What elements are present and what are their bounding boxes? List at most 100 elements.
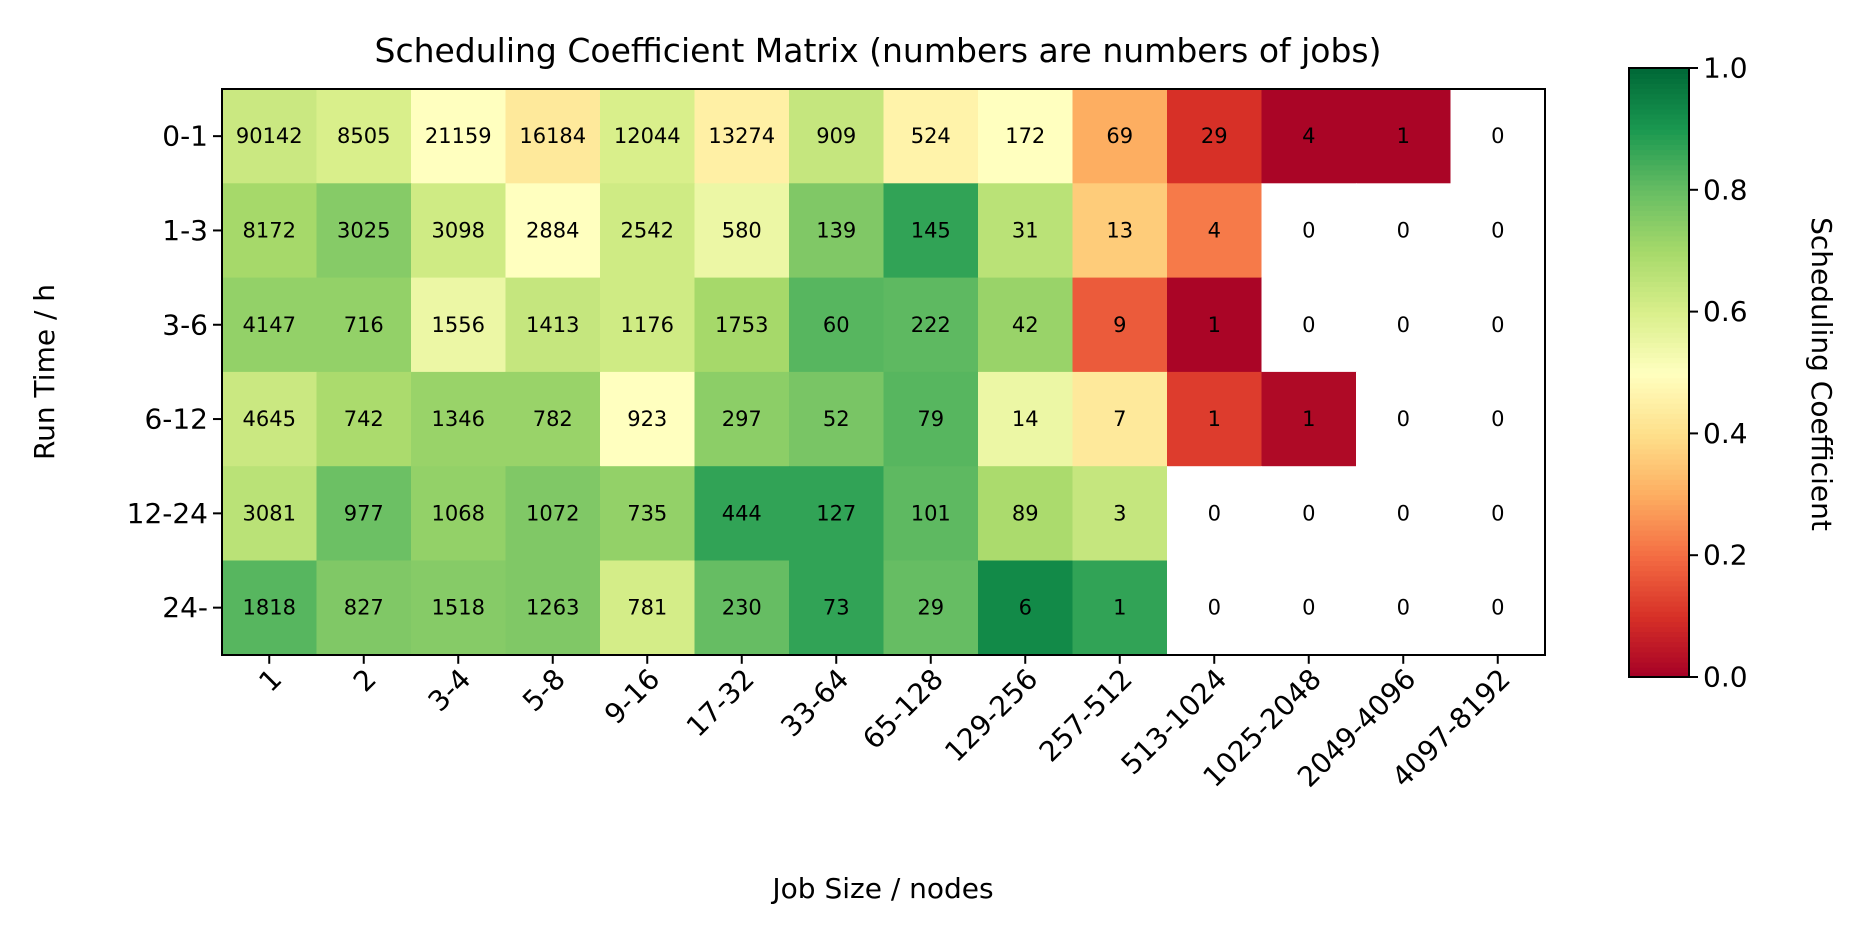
colorbar-segment: [1629, 68, 1689, 74]
heatmap-cell: [411, 277, 507, 373]
colorbar-segment: [1629, 205, 1689, 211]
colorbar-segment: [1629, 286, 1689, 293]
colorbar-segment: [1629, 590, 1689, 597]
heatmap-cell: [789, 371, 885, 467]
heatmap-cell: [1167, 371, 1263, 467]
heatmap-cell: [789, 466, 885, 562]
colorbar-segment: [1629, 448, 1689, 455]
cell-value-label: 12044: [614, 124, 681, 148]
colorbar-segment: [1629, 671, 1689, 678]
heatmap-cell: [316, 277, 412, 373]
cell-value-label: 9: [1113, 313, 1126, 337]
colorbar-segment: [1629, 494, 1689, 501]
heatmap-cell: [883, 560, 979, 656]
heatmap-cell: [1450, 371, 1546, 467]
colorbar-segment: [1629, 524, 1689, 531]
y-axis-ticks: 0-1 1-3 3-6 6-12 12-24 24-: [127, 120, 222, 624]
cell-value-label: 0: [1208, 596, 1221, 620]
y-tick-label: 24-: [162, 591, 208, 624]
colorbar-label: Scheduling Coefficient: [1805, 217, 1838, 531]
colorbar-segment: [1629, 159, 1689, 166]
heatmap-cell: [1167, 560, 1263, 656]
colorbar-segment: [1629, 291, 1689, 298]
heatmap-cell: [600, 277, 696, 373]
heatmap-cell: [411, 183, 507, 279]
heatmap-cell: [222, 89, 318, 184]
heatmap-cell: [1072, 183, 1168, 279]
colorbar-segment: [1629, 316, 1689, 323]
colorbar-segment: [1629, 463, 1689, 470]
heatmap-cell: [694, 560, 790, 656]
cell-value-label: 29: [917, 596, 944, 620]
colorbar-segment: [1629, 474, 1689, 480]
colorbar-segment: [1629, 641, 1689, 648]
heatmap-cell: [1072, 89, 1168, 184]
cell-value-label: 127: [816, 501, 856, 525]
colorbar-segment: [1629, 387, 1689, 394]
x-tick-label: 65-128: [856, 662, 949, 755]
cell-value-label: 0: [1491, 501, 1504, 525]
heatmap-cell: [1261, 371, 1357, 467]
heatmap-cell: [1450, 89, 1546, 184]
colorbar-segment: [1629, 271, 1689, 277]
colorbar-segment: [1629, 372, 1689, 379]
heatmap-cell: [316, 89, 412, 184]
heatmap-cell: [505, 89, 601, 184]
colorbar-segment: [1629, 260, 1689, 267]
colorbar-segment: [1629, 504, 1689, 511]
cell-value-label: 21159: [425, 124, 492, 148]
cell-value-label: 42: [1012, 313, 1039, 337]
colorbar-segment: [1629, 585, 1689, 592]
cell-value-label: 735: [627, 501, 667, 525]
colorbar-segment: [1629, 377, 1689, 384]
colorbar-segment: [1629, 443, 1689, 450]
cell-value-label: 172: [1005, 124, 1045, 148]
colorbar-segment: [1629, 164, 1689, 171]
heatmap-cell: [694, 277, 790, 373]
cell-value-label: 1176: [621, 313, 674, 337]
colorbar-tick-label: 1.0: [1703, 52, 1748, 85]
colorbar-segment: [1629, 128, 1689, 135]
cell-value-label: 101: [911, 501, 951, 525]
cell-value-label: 13274: [708, 124, 775, 148]
cell-value-label: 1068: [432, 501, 485, 525]
colorbar-segment: [1629, 220, 1689, 227]
cell-value-label: 31: [1012, 218, 1039, 242]
heatmap-cell: [411, 466, 507, 562]
cell-value-label: 444: [722, 501, 762, 525]
colorbar-segment: [1629, 605, 1689, 612]
heatmap-cell: [222, 466, 318, 562]
cell-value-label: 0: [1397, 313, 1410, 337]
cell-value-label: 0: [1397, 501, 1410, 525]
colorbar-segment: [1629, 73, 1689, 79]
x-tick-label: 9-16: [598, 662, 666, 730]
colorbar-segment: [1629, 118, 1689, 125]
cell-value-label: 0: [1208, 501, 1221, 525]
heatmap-cell: [1072, 277, 1168, 373]
heatmap-cell: [505, 183, 601, 279]
cell-value-label: 1072: [526, 501, 579, 525]
cell-value-label: 1: [1113, 596, 1126, 620]
colorbar-segment: [1629, 336, 1689, 343]
y-axis-label: Run Time / h: [28, 284, 61, 460]
cell-value-label: 6: [1019, 596, 1032, 620]
heatmap-cell: [1450, 277, 1546, 373]
colorbar-segment: [1629, 225, 1689, 232]
colorbar-segment: [1629, 408, 1689, 414]
colorbar-segment: [1629, 149, 1689, 156]
heatmap-cell: [789, 560, 885, 656]
colorbar-segment: [1629, 199, 1689, 206]
colorbar-tick-label: 0.2: [1703, 539, 1748, 572]
heatmap-cell: [694, 371, 790, 467]
cell-value-label: 1753: [715, 313, 768, 337]
colorbar-segment: [1629, 311, 1689, 318]
cell-value-label: 909: [816, 124, 856, 148]
cell-labels: 90142 8505 21159 16184 12044 13274 909 524 172 69…: [236, 124, 1505, 620]
colorbar-segment: [1629, 83, 1689, 90]
cell-value-label: 3098: [432, 218, 485, 242]
colorbar-segment: [1629, 133, 1689, 140]
colorbar-segment: [1629, 509, 1689, 516]
cell-value-label: 0: [1302, 313, 1315, 337]
cell-value-label: 1518: [432, 596, 485, 620]
cell-value-label: 16184: [519, 124, 586, 148]
